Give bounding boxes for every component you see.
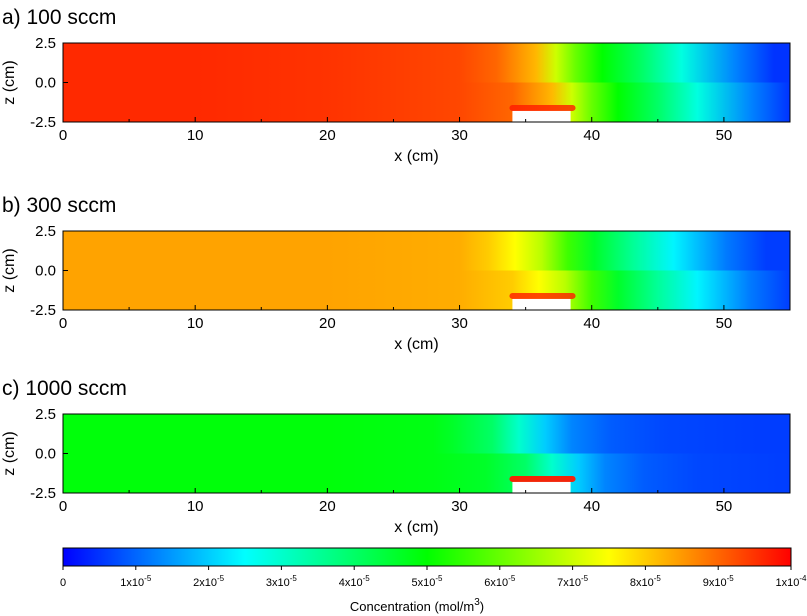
y-tick-label: 0.0 (35, 75, 56, 92)
panel-title: b) 300 sccm (2, 194, 116, 217)
x-tick-label: 10 (187, 127, 204, 144)
concentration-field-lower (63, 82, 790, 122)
concentration-field-upper (63, 231, 790, 271)
substrate (512, 298, 571, 310)
x-tick-label: 10 (187, 498, 204, 515)
x-tick-label: 20 (319, 498, 336, 515)
x-tick-label: 50 (716, 315, 733, 332)
colorbar: 0 1x10-5 2x10-5 3x10-5 4x10-5 5x10-5 6x10-5 7x1… (60, 547, 807, 614)
x-tick-label: 20 (319, 127, 336, 144)
colorbar-tick-label: 7x10-5 (557, 574, 589, 589)
y-tick-label: 0.0 (35, 263, 56, 280)
colorbar-scale (62, 547, 792, 567)
y-axis-label: z (cm) (1, 60, 18, 104)
y-tick-label: 2.5 (35, 35, 56, 52)
x-tick-label: 20 (319, 315, 336, 332)
colorbar-tick-label: 2x10-5 (193, 574, 225, 589)
concentration-field-lower (63, 453, 790, 493)
y-axis-label: z (cm) (1, 248, 18, 292)
colorbar-label: Concentration (mol/m3) (350, 597, 484, 614)
colorbar-tick-label: 5x10-5 (412, 574, 444, 589)
x-tick-label: 30 (451, 127, 468, 144)
colorbar-tick-label: 9x10-5 (703, 574, 735, 589)
panel-title: a) 100 sccm (2, 6, 116, 29)
y-tick-label: 2.5 (35, 223, 56, 240)
colorbar-tick-label: 4x10-5 (339, 574, 371, 589)
x-tick-label: 30 (451, 498, 468, 515)
x-tick-label: 40 (583, 498, 600, 515)
colorbar-tick-label: 0 (60, 577, 66, 589)
y-tick-label: -2.5 (30, 114, 56, 131)
substrate (512, 481, 571, 493)
panel-title: c) 1000 sccm (2, 377, 127, 400)
y-tick-label: -2.5 (30, 485, 56, 502)
x-tick-label: 40 (583, 127, 600, 144)
colorbar-tick-label: 3x10-5 (266, 574, 298, 589)
y-tick-label: 2.5 (35, 406, 56, 423)
x-axis-label: x (cm) (394, 148, 438, 165)
x-tick-label: 0 (59, 498, 67, 515)
x-axis-label: x (cm) (394, 519, 438, 536)
substrate (512, 110, 571, 122)
x-tick-label: 0 (59, 127, 67, 144)
y-axis-label: z (cm) (1, 431, 18, 475)
deposition-zone (509, 475, 576, 482)
x-tick-label: 50 (716, 127, 733, 144)
colorbar-tick-label: 1x10-5 (120, 574, 152, 589)
concentration-field-upper (63, 414, 790, 454)
deposition-zone (509, 292, 576, 299)
x-tick-label: 0 (59, 315, 67, 332)
panel-2: b) 300 sccm 0 10 20 30 40 50 x (cm) 2.5 0.0 -2.5 z … (1, 194, 791, 353)
colorbar-tick-label: 8x10-5 (630, 574, 662, 589)
deposition-zone (509, 104, 576, 111)
x-tick-label: 10 (187, 315, 204, 332)
x-tick-label: 30 (451, 315, 468, 332)
colorbar-tick-label: 1x10-4 (776, 574, 807, 589)
y-tick-label: -2.5 (30, 302, 56, 319)
panel-1: a) 100 sccm 0 10 20 30 40 50 x (cm) 2.5 0.0 -2.5 z … (1, 6, 791, 165)
x-axis-label: x (cm) (394, 336, 438, 353)
concentration-field-upper (63, 43, 790, 83)
concentration-field-lower (63, 270, 790, 310)
x-tick-label: 40 (583, 315, 600, 332)
x-tick-label: 50 (716, 498, 733, 515)
colorbar-tick-label: 6x10-5 (484, 574, 516, 589)
panel-3: c) 1000 sccm 0 10 20 30 40 50 x (cm) 2.5 0.0 -2.5 z… (1, 377, 791, 536)
y-tick-label: 0.0 (35, 446, 56, 463)
